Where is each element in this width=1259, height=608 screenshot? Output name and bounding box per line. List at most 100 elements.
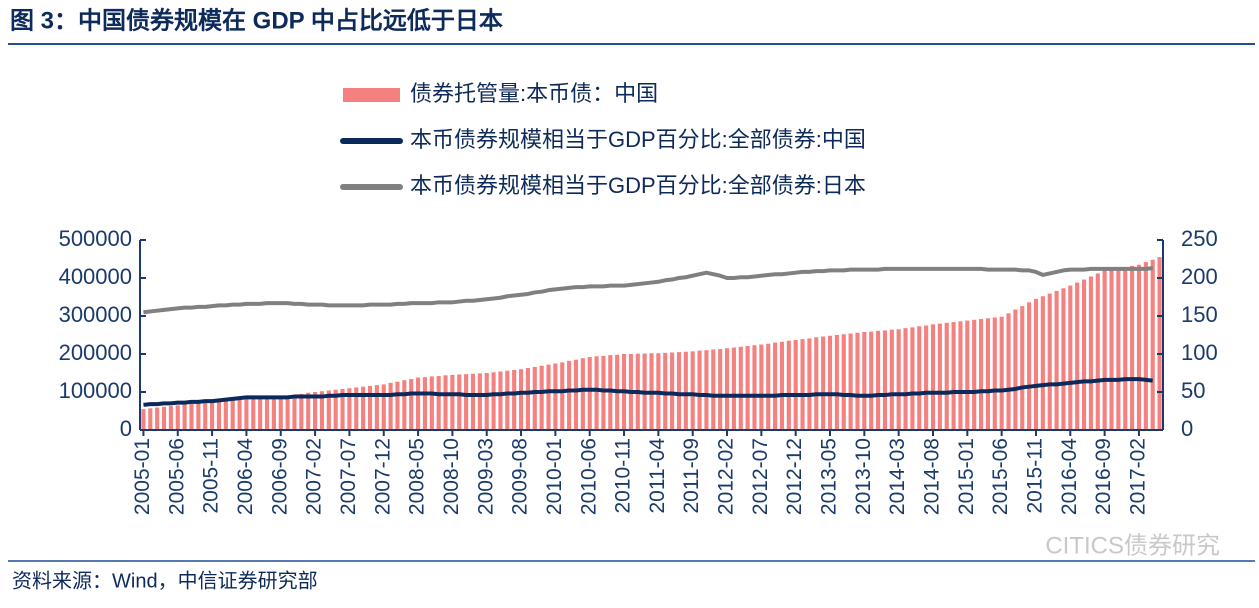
bar — [388, 382, 393, 430]
bar — [498, 371, 503, 430]
bar — [910, 327, 915, 430]
x-tick-label: 2016-04 — [1058, 438, 1081, 515]
x-tick-label: 2012-12 — [783, 438, 806, 515]
bar — [560, 362, 565, 430]
bar — [271, 396, 276, 430]
bar — [827, 335, 833, 430]
bar — [882, 330, 887, 430]
bar — [985, 318, 990, 430]
bar — [896, 329, 901, 430]
bar — [175, 405, 180, 430]
bar — [889, 329, 894, 430]
bar — [683, 351, 688, 430]
x-tick-label: 2005-11 — [200, 438, 223, 514]
line — [143, 266, 1153, 315]
bar — [697, 350, 702, 430]
bar — [518, 369, 524, 430]
bar — [663, 352, 668, 430]
x-tick-label: 2011-04 — [646, 438, 669, 514]
bar — [429, 376, 434, 430]
bar — [333, 389, 338, 430]
bar — [1095, 273, 1100, 430]
bar — [731, 347, 736, 430]
bar — [1054, 290, 1059, 430]
bar — [450, 374, 455, 430]
bar — [676, 352, 682, 430]
bar — [958, 321, 963, 430]
bar — [1081, 279, 1087, 430]
watermark: CITICS债券研究 — [1045, 532, 1220, 559]
y2-tick-label: 250 — [1181, 226, 1218, 251]
bar — [670, 352, 675, 430]
bar — [340, 388, 345, 430]
bar — [436, 376, 441, 430]
bar — [1116, 268, 1121, 430]
bar — [374, 385, 379, 430]
bar — [395, 381, 400, 430]
bar — [491, 372, 496, 430]
bar — [464, 374, 469, 430]
x-tick-label: 2007-07 — [337, 438, 360, 515]
bar — [155, 407, 160, 430]
bar — [608, 355, 613, 430]
x-tick-label: 2017-02 — [1127, 438, 1150, 515]
bar — [1130, 265, 1135, 430]
bar — [738, 346, 743, 430]
bar — [285, 395, 290, 430]
bar — [848, 333, 853, 430]
bar — [182, 404, 187, 430]
bar — [841, 334, 846, 430]
bar — [512, 369, 517, 430]
bar — [690, 351, 695, 430]
y2-tick-label: 200 — [1181, 264, 1218, 289]
bar — [937, 323, 942, 430]
x-tick-label: 2016-09 — [1092, 438, 1115, 515]
y-tick-label: 100000 — [59, 378, 132, 403]
x-tick-label: 2015-01 — [955, 438, 978, 515]
bar — [704, 350, 709, 430]
bar — [724, 348, 730, 430]
x-tick-label: 2010-01 — [543, 438, 566, 515]
source: 资料来源：Wind，中信证券研究部 — [12, 569, 318, 592]
y2-tick-label: 100 — [1181, 340, 1218, 365]
legend-label: 本币债券规模相当于GDP百分比:全部债券:日本 — [410, 173, 866, 198]
bar — [1027, 302, 1032, 430]
bar — [203, 402, 208, 430]
bar — [313, 392, 318, 430]
legend-swatch — [343, 88, 400, 102]
bar — [855, 332, 860, 430]
bar — [1150, 259, 1155, 430]
bar — [244, 398, 249, 430]
bar — [210, 401, 215, 430]
bar — [821, 336, 826, 430]
bar — [965, 320, 970, 430]
bar — [292, 394, 297, 430]
bar — [230, 399, 235, 430]
bar — [745, 346, 750, 430]
bar — [1033, 298, 1039, 430]
bar — [1061, 288, 1066, 430]
bar — [354, 387, 359, 430]
line — [143, 377, 1153, 407]
x-tick-label: 2005-01 — [131, 438, 154, 515]
bar — [525, 368, 530, 430]
bar — [999, 316, 1004, 430]
x-tick-label: 2005-06 — [165, 438, 188, 515]
x-tick-label: 2015-06 — [989, 438, 1012, 515]
bar — [924, 325, 929, 430]
bar — [807, 338, 812, 430]
x-tick-label: 2014-03 — [886, 438, 909, 515]
bar — [470, 373, 476, 430]
bar — [161, 406, 167, 430]
bar — [759, 344, 764, 430]
x-tick-label: 2012-02 — [715, 438, 738, 515]
x-tick-label: 2010-11 — [612, 438, 635, 514]
bar — [539, 365, 544, 430]
x-tick-label: 2009-03 — [474, 438, 497, 515]
bar — [361, 386, 366, 430]
legend-label: 债券托管量:本币债：中国 — [410, 81, 658, 106]
bar — [546, 364, 551, 430]
bar — [258, 398, 263, 430]
bar — [1109, 269, 1114, 430]
bar — [1040, 296, 1045, 430]
